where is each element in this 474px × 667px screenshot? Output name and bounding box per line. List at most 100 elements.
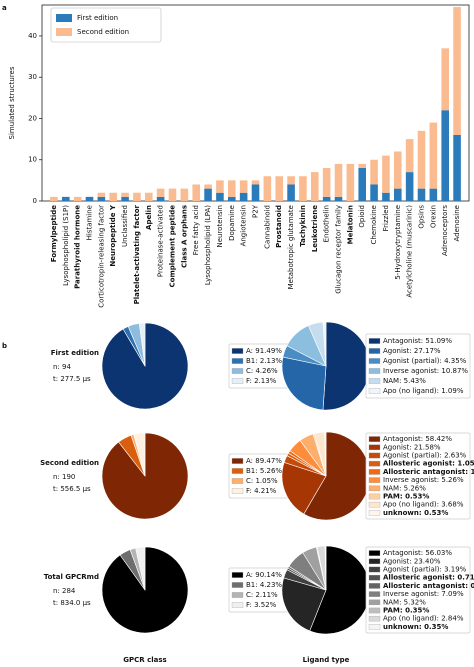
legend-swatch xyxy=(56,28,72,36)
legend-swatch xyxy=(231,488,244,494)
legend-swatch xyxy=(368,599,381,606)
legend-swatch xyxy=(368,378,381,384)
x-tick-label: Frizzled xyxy=(382,205,390,231)
legend-label: F: 4.21% xyxy=(246,487,277,495)
column-title: Ligand type xyxy=(303,656,350,664)
pie-slice xyxy=(138,322,146,367)
legend-swatch xyxy=(368,388,381,394)
bar xyxy=(168,188,177,201)
x-tick-label: Orexin xyxy=(429,205,437,228)
bar xyxy=(393,188,402,201)
legend-swatch xyxy=(368,444,381,451)
bar xyxy=(50,196,58,201)
x-tick-label: Parathyroid hormone xyxy=(74,205,82,289)
row-count: n: 190 xyxy=(53,473,75,481)
legend-label: A: 91.49% xyxy=(246,347,282,355)
legend-swatch xyxy=(231,378,244,384)
legend-box xyxy=(365,333,471,399)
bar xyxy=(417,130,426,189)
bar xyxy=(393,151,402,189)
bar xyxy=(346,163,355,201)
bar xyxy=(441,48,450,111)
x-tick-label: Dopamine xyxy=(228,205,236,241)
bar xyxy=(429,188,438,201)
x-tick-label: Apelin xyxy=(145,205,153,230)
bar xyxy=(263,176,272,201)
legend-label: B1: 5.26% xyxy=(246,467,282,475)
legend-label: Allosteric antagonist: 0.71% xyxy=(383,582,474,590)
bar xyxy=(287,176,295,185)
legend-label: Agonist: 23.40% xyxy=(383,557,441,565)
x-tick-label: Lysophospholipid (LPA) xyxy=(204,205,212,285)
bar xyxy=(275,176,284,201)
bar xyxy=(287,184,295,201)
x-tick-label: Melatonin xyxy=(346,205,354,244)
panel-label: a xyxy=(2,4,7,12)
row-title: First edition xyxy=(51,349,99,357)
legend-swatch xyxy=(368,477,381,483)
legend-label: unknown: 0.53% xyxy=(383,509,448,517)
legend-label: Antagonist: 56.03% xyxy=(383,549,452,557)
bar xyxy=(121,192,129,197)
legend-label: B1: 4.23% xyxy=(246,581,282,589)
legend-swatch xyxy=(231,368,244,374)
bar xyxy=(417,188,426,201)
x-tick-label: Prostanoid xyxy=(275,205,283,248)
legend-label: Allosteric agonist: 1.05% xyxy=(383,460,474,468)
legend-swatch xyxy=(368,574,381,581)
x-tick-label: Platelet-activating factor xyxy=(133,204,141,304)
x-tick-label: Class A orphans xyxy=(180,205,188,268)
bar xyxy=(251,180,260,185)
bar xyxy=(370,184,378,201)
bar xyxy=(441,110,450,201)
pie-slice xyxy=(324,545,327,591)
legend-swatch xyxy=(231,602,244,608)
legend-swatch xyxy=(368,558,381,565)
row-count: n: 284 xyxy=(53,587,76,595)
x-tick-label: Neurotensin xyxy=(216,205,224,248)
x-tick-label: Glucagon receptor family xyxy=(335,205,343,294)
bar xyxy=(239,180,248,193)
x-tick-label: Proteinase-activated xyxy=(157,205,165,277)
legend-swatch xyxy=(368,615,381,622)
row-time: t: 834.0 µs xyxy=(53,599,91,607)
legend-label: NAM: 5.32% xyxy=(383,598,426,606)
legend-swatch xyxy=(368,550,381,556)
legend-label: Antagonist: 58.42% xyxy=(383,435,452,443)
legend-label: C: 2.11% xyxy=(246,591,278,599)
bar xyxy=(453,134,461,201)
bar xyxy=(334,163,343,197)
legend-label: A: 89.47% xyxy=(246,457,282,465)
bar xyxy=(216,180,224,193)
bar xyxy=(73,196,82,201)
legend-label: NAM: 5.43% xyxy=(383,377,426,385)
panel-label: b xyxy=(2,342,7,350)
pie-slice xyxy=(133,432,146,477)
legend-swatch xyxy=(368,583,381,589)
y-tick-label: 30 xyxy=(28,73,37,81)
legend-swatch xyxy=(368,469,381,475)
x-tick-label: Endothelin xyxy=(323,205,331,242)
x-tick-label: Formylpeptide xyxy=(50,205,58,263)
legend-swatch xyxy=(231,348,244,354)
x-tick-label: Cannabinoid xyxy=(263,205,271,249)
legend-label: NAM: 5.26% xyxy=(383,484,426,492)
bar xyxy=(133,192,141,201)
x-tick-label: Tachykinin xyxy=(299,205,307,247)
pie-slice xyxy=(322,321,371,411)
legend-label: Apo (no ligand): 2.84% xyxy=(383,615,464,623)
row-title: Total GPCRmd xyxy=(44,573,99,581)
legend-label: Allosteric antagonist: 1.05% xyxy=(383,468,474,476)
legend-swatch xyxy=(231,458,244,464)
legend-swatch xyxy=(368,501,381,508)
bar xyxy=(429,122,438,189)
legend-label: Apo (no ligand): 3.68% xyxy=(383,501,464,509)
y-tick-label: 0 xyxy=(33,197,37,205)
legend-label: Inverse agonist: 10.87% xyxy=(383,367,468,375)
bar xyxy=(251,184,260,201)
legend-label: B1: 2.13% xyxy=(246,357,282,365)
y-tick-label: 10 xyxy=(28,156,37,164)
legend-label: Antagonist: 51.09% xyxy=(383,337,452,345)
x-tick-label: Opioid xyxy=(358,205,366,228)
